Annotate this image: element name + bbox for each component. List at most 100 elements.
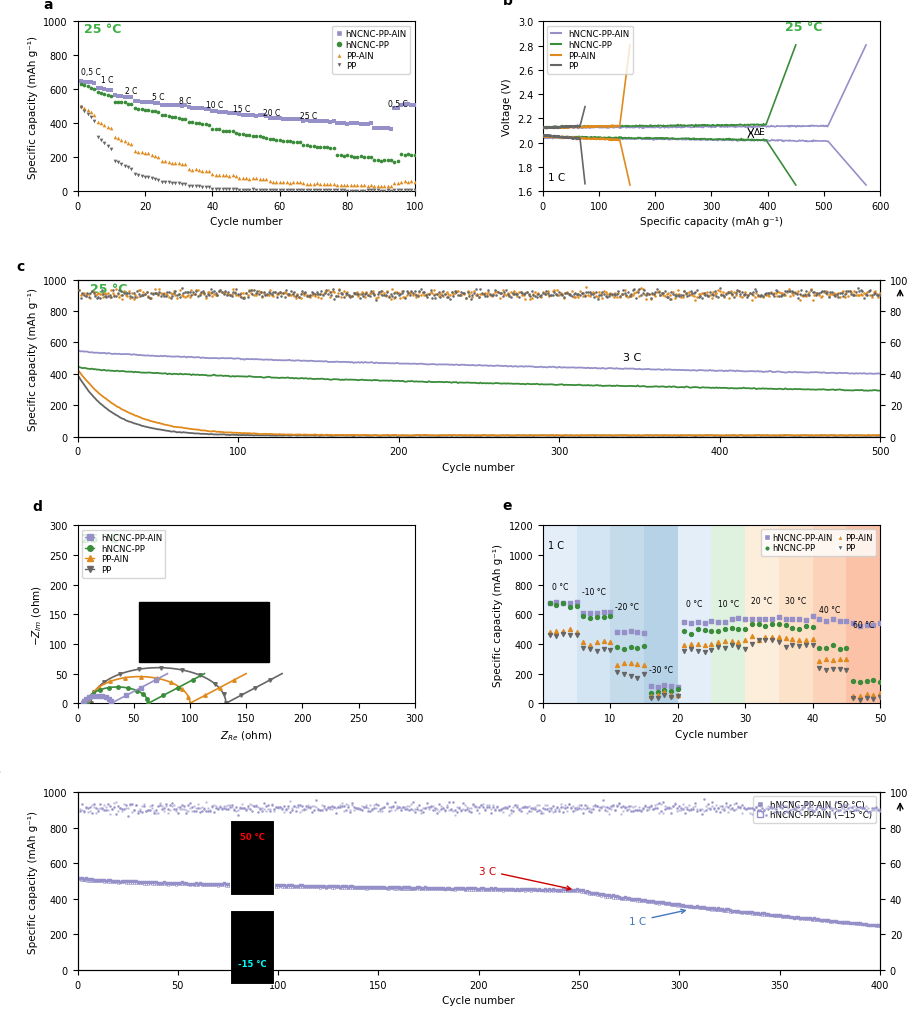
Point [75,285,89,302]
Point [248,287,262,304]
Point [230,878,245,895]
Point [811,660,825,677]
Point [330,288,344,305]
Point [300,287,314,304]
Point [663,805,678,821]
Point [685,801,700,817]
Point [561,286,576,303]
Point [389,798,404,814]
Point [494,285,508,302]
Bar [845,526,879,703]
Point [437,802,452,818]
Point [778,798,793,814]
Point [598,800,612,816]
Point [322,177,337,194]
Point [832,914,846,930]
Point [269,800,283,816]
Point [538,286,553,303]
Point [397,289,412,306]
Point [227,284,241,301]
Point [213,283,228,300]
Point [306,176,321,193]
Point [545,287,559,304]
Point [122,874,137,891]
Point [445,288,460,305]
Point [525,881,539,898]
Point [245,108,260,124]
Point [284,879,299,896]
Point [656,685,670,701]
Point [369,800,384,816]
Point [363,178,378,195]
Point [575,884,589,901]
Point [301,798,315,814]
Point [800,910,814,926]
Point [387,176,402,193]
Point [477,880,492,897]
Point [283,283,298,300]
Point [810,798,824,814]
Point [870,287,885,304]
Point [251,284,266,301]
Point [390,176,404,193]
Point [842,284,856,301]
Point [90,803,105,819]
Point [118,875,133,892]
Point [329,805,343,821]
Point [865,688,880,704]
Point [180,284,195,301]
Point [589,291,604,308]
Point [427,881,442,898]
Point [553,882,568,899]
Point [304,804,319,820]
Point [553,286,568,303]
Point [374,288,389,305]
Point [359,880,374,897]
Point [87,286,101,303]
Point [643,688,658,704]
Point [386,285,401,302]
Point [302,289,317,306]
Point [804,910,818,926]
Point [619,799,634,815]
Point [642,290,657,307]
Point [74,872,88,889]
Point [723,634,738,650]
Point [128,288,142,305]
Point [800,288,814,305]
Point [683,636,698,652]
Point [633,893,648,909]
Point [711,639,725,655]
Point [380,284,394,301]
Point [384,799,399,815]
Point [234,285,249,302]
Point [623,798,638,814]
Point [102,872,117,889]
Point [144,95,159,111]
Point [74,76,88,93]
Point [475,881,489,898]
Point [525,800,539,816]
Point [621,798,636,814]
Point [555,804,569,820]
Point [479,880,494,897]
Point [120,136,135,152]
Point [575,882,589,899]
Point [80,285,95,302]
Point [559,285,574,302]
Point [209,877,223,894]
Point [458,290,473,307]
Point [490,285,505,302]
Point [310,140,324,156]
Point [665,285,680,302]
Point [614,286,629,303]
Point [259,878,273,895]
Point [207,876,221,893]
Point [678,286,692,303]
Point [169,290,184,307]
Point [775,287,790,304]
Point [614,286,629,303]
Point [241,289,255,306]
Point [864,288,878,305]
Point [102,290,117,307]
